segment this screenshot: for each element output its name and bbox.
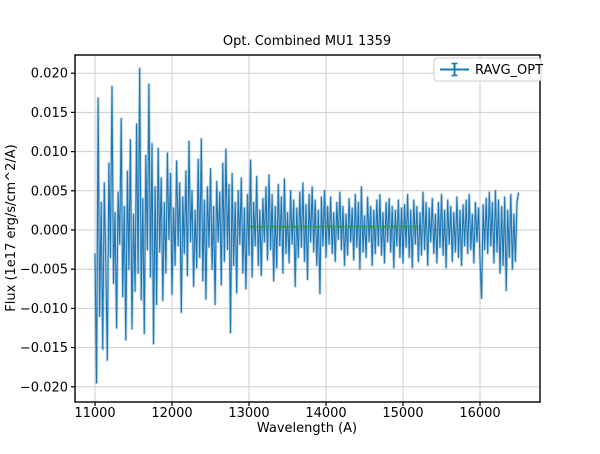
axes-frame <box>74 54 541 403</box>
y-tick-label: −0.005 <box>20 263 68 278</box>
y-tick-label: 0.005 <box>31 184 68 199</box>
flux-trace <box>94 67 520 384</box>
y-tick-label: 0.015 <box>31 106 68 121</box>
data-layer <box>93 67 520 385</box>
y-tick-label: −0.020 <box>20 380 68 395</box>
x-tick-label: 16000 <box>459 406 500 421</box>
y-tick-label: 0.010 <box>31 145 68 160</box>
tick-layer: 11000 12000 13000 14000 15000 16000 0.020 0.015… <box>20 67 501 421</box>
x-tick-label: 13000 <box>228 406 269 421</box>
x-axis-label: Wavelength (A) <box>257 421 357 436</box>
y-tick-label: −0.010 <box>20 302 68 317</box>
x-tick-label: 15000 <box>382 406 423 421</box>
legend-label: RAVG_OPT <box>475 63 543 78</box>
x-tick-label: 11000 <box>74 406 115 421</box>
y-tick-label: −0.015 <box>20 341 68 356</box>
errorbar-legend-marker <box>440 62 469 77</box>
chart-title: Opt. Combined MU1 1359 <box>223 34 391 49</box>
y-tick-label: 0.020 <box>31 67 68 82</box>
y-tick-label: 0.000 <box>31 223 68 238</box>
legend[interactable]: RAVG_OPT <box>433 57 543 82</box>
legend-box <box>433 57 542 82</box>
x-tick-label: 12000 <box>151 406 192 421</box>
x-tick-label: 14000 <box>305 406 346 421</box>
y-axis-label: Flux (1e17 erg/s/cm^2/A) <box>4 144 19 311</box>
